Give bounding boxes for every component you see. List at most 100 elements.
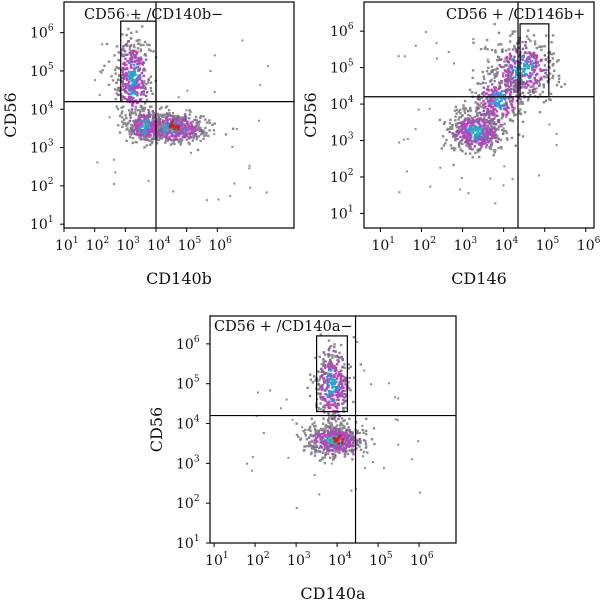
event-dot xyxy=(456,122,460,125)
event-dot xyxy=(166,127,169,130)
event-dot xyxy=(132,130,136,133)
event-dot xyxy=(344,380,347,383)
event-dot xyxy=(478,98,481,102)
event-dot xyxy=(506,68,510,71)
event-dot xyxy=(491,68,495,72)
event-dot xyxy=(138,83,141,86)
event-dot xyxy=(507,72,510,75)
event-dot xyxy=(318,407,321,410)
event-dot xyxy=(148,105,152,109)
event-dot xyxy=(470,91,474,94)
event-dot xyxy=(469,106,472,110)
event-dot xyxy=(189,126,192,129)
event-dot xyxy=(551,64,554,67)
event-dot xyxy=(542,83,545,86)
event-dot xyxy=(515,51,518,54)
event-dot xyxy=(481,131,484,134)
event-dot xyxy=(131,97,134,101)
event-dot xyxy=(338,451,341,454)
event-dot xyxy=(125,116,128,120)
event-dot xyxy=(325,372,328,375)
x-tick-label: 102 xyxy=(246,551,270,569)
event-dot xyxy=(334,450,337,453)
event-dot xyxy=(469,114,472,118)
event-dot xyxy=(521,91,525,95)
event-dot xyxy=(482,99,485,103)
event-dot xyxy=(356,340,359,343)
event-dot xyxy=(224,133,228,136)
event-dot xyxy=(521,68,524,71)
event-dot xyxy=(201,130,204,133)
event-dot xyxy=(163,125,166,128)
event-dot xyxy=(511,32,514,35)
event-dot xyxy=(344,383,347,386)
event-dot xyxy=(511,48,515,51)
event-dot xyxy=(142,93,146,96)
event-dot xyxy=(320,446,323,449)
event-dot xyxy=(285,398,288,401)
event-dot xyxy=(515,87,519,90)
event-dot xyxy=(492,135,495,138)
event-dot xyxy=(503,89,507,93)
event-dot xyxy=(504,91,508,95)
event-dot xyxy=(313,454,317,457)
event-dot xyxy=(334,372,338,375)
event-dot xyxy=(459,188,462,191)
event-dot xyxy=(330,363,334,366)
event-dot xyxy=(492,92,496,95)
event-dot xyxy=(486,107,489,111)
event-dot xyxy=(117,67,121,70)
event-dot xyxy=(539,69,542,73)
event-dot xyxy=(524,44,527,47)
event-dot xyxy=(481,119,484,122)
event-dot xyxy=(326,363,330,366)
event-dot xyxy=(138,136,141,139)
event-dot xyxy=(405,170,408,173)
event-dot xyxy=(482,86,485,89)
event-dot xyxy=(546,76,549,79)
event-dot xyxy=(333,369,336,372)
event-dot xyxy=(131,128,134,131)
event-dot xyxy=(324,353,327,356)
event-dot xyxy=(497,125,501,129)
event-dot xyxy=(514,144,517,147)
event-dot xyxy=(133,79,136,82)
event-dot xyxy=(465,144,468,147)
event-dot xyxy=(166,136,169,139)
gate-rectangle[interactable] xyxy=(316,335,348,413)
event-dot xyxy=(487,112,491,115)
event-dot xyxy=(125,122,128,126)
event-dot xyxy=(328,391,331,395)
event-dot xyxy=(531,63,534,66)
event-dot xyxy=(545,58,548,62)
event-dot xyxy=(547,60,550,63)
event-dot xyxy=(323,381,326,385)
event-dot xyxy=(350,489,353,492)
event-dot xyxy=(321,387,324,390)
event-dot xyxy=(334,443,337,446)
event-dot xyxy=(335,432,338,435)
gate-rectangle[interactable] xyxy=(519,23,550,98)
event-dot xyxy=(534,81,537,84)
event-dot xyxy=(211,123,214,126)
event-dot xyxy=(323,461,327,465)
gate-rectangle[interactable] xyxy=(120,20,157,103)
event-dot xyxy=(125,91,128,94)
event-dot xyxy=(489,101,492,104)
event-dot xyxy=(319,402,322,405)
event-dot xyxy=(337,358,340,362)
event-dot xyxy=(531,72,534,76)
event-dot xyxy=(309,425,312,429)
event-dot xyxy=(349,437,352,440)
event-dot xyxy=(328,377,332,381)
event-dot xyxy=(171,142,174,145)
event-dot xyxy=(320,440,324,443)
event-dot xyxy=(142,131,145,134)
event-dot xyxy=(145,144,148,147)
event-dot xyxy=(543,45,546,48)
event-dot xyxy=(335,403,338,406)
event-dot xyxy=(496,59,499,62)
event-dot xyxy=(132,111,135,115)
event-dot xyxy=(309,429,312,433)
event-dot xyxy=(530,80,533,83)
